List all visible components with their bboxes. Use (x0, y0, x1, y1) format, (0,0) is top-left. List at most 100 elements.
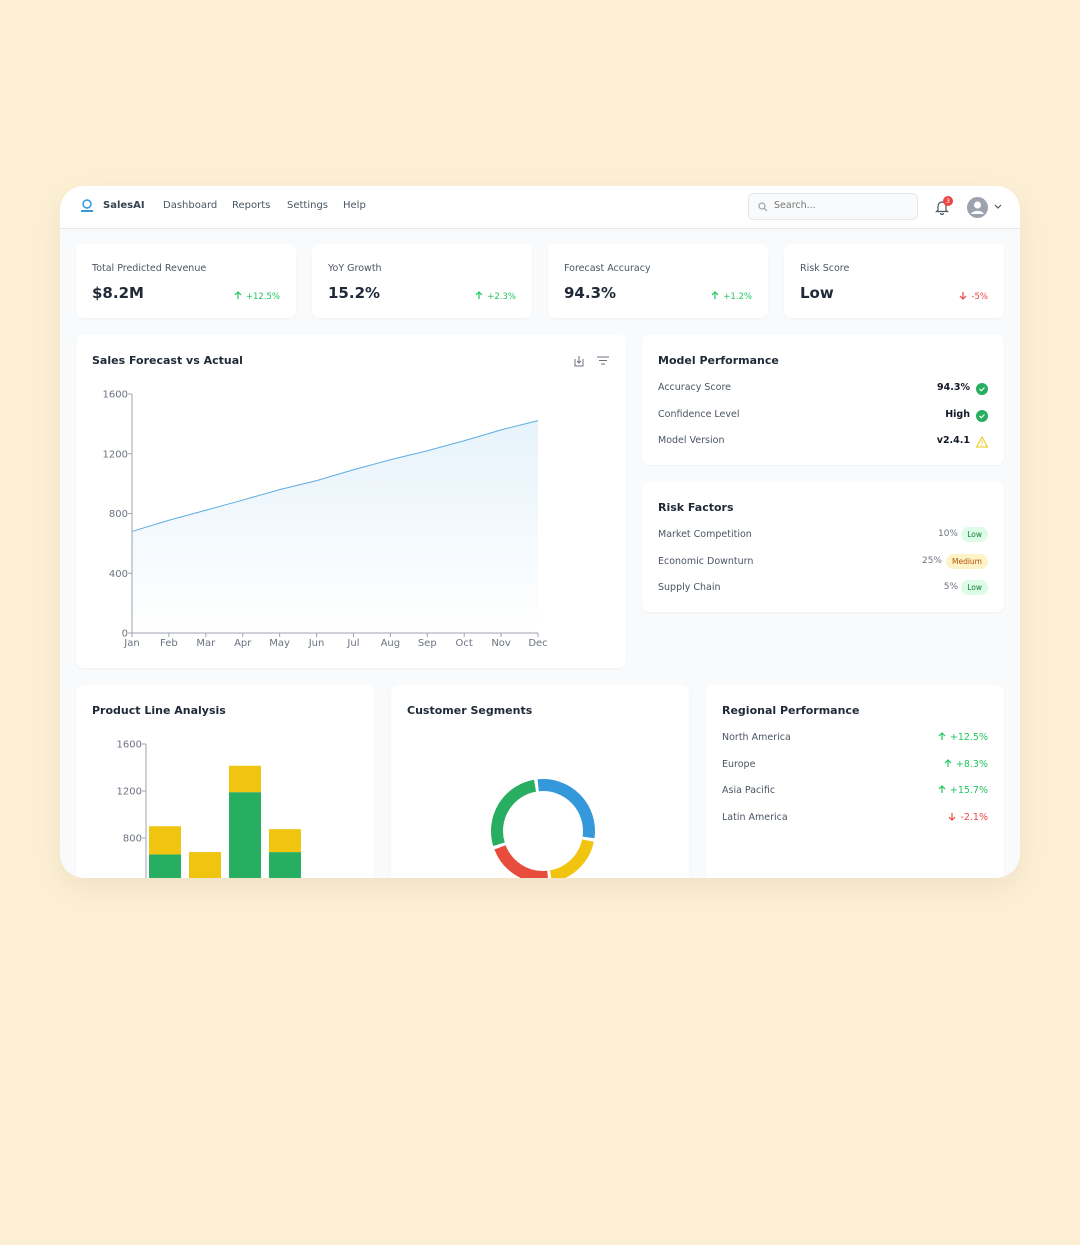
arrow-up-icon (234, 291, 242, 299)
x-tick-label: Dec (528, 638, 547, 649)
donut-slice (494, 844, 548, 878)
kpi-label: Risk Score (800, 263, 850, 274)
x-tick-label: Jan (123, 638, 139, 649)
kpi-change: +12.5% (234, 291, 280, 302)
risk-level-badge: Low (961, 527, 988, 542)
product-line-card: Product Line Analysis 400 800 1200 1600 (76, 685, 374, 878)
x-tick-label: Feb (160, 638, 178, 649)
kpi-change: -5% (959, 291, 988, 302)
area-fill (132, 420, 538, 633)
series-line (131, 420, 539, 532)
region-label: Asia Pacific (722, 785, 776, 796)
metric-value: 94.3% (937, 382, 970, 393)
region-row: Asia Pacific +15.7% (722, 785, 988, 801)
kpi-value: 94.3% (564, 284, 617, 302)
kpi-change-value: +2.3% (487, 292, 516, 302)
region-change-value: -2.1% (960, 811, 988, 823)
customer-segments-chart (491, 779, 595, 878)
donut-slice (491, 779, 537, 847)
avatar-icon[interactable] (967, 197, 988, 218)
x-tick-label: May (269, 638, 290, 649)
check-circle-icon (976, 383, 988, 395)
y-tick-label: 800 (109, 509, 128, 520)
region-change-value: +15.7% (949, 785, 988, 796)
card-title: Model Performance (658, 354, 779, 367)
x-tick-label: Sep (418, 638, 437, 649)
card-title: Sales Forecast vs Actual (92, 354, 243, 367)
nav-reports[interactable]: Reports (232, 200, 271, 211)
bar-segment (189, 852, 221, 878)
x-tick-label: Jul (346, 638, 359, 649)
filter-icon[interactable] (597, 356, 609, 365)
regional-performance-card: Regional Performance North America +12.5%… (706, 685, 1004, 878)
x-tick-label: Mar (196, 638, 216, 649)
region-label: North America (722, 732, 791, 743)
customer-segments-card: Customer Segments (391, 685, 689, 878)
search-box[interactable] (748, 193, 918, 220)
bar-segment (149, 826, 181, 855)
risk-percent: 10% (937, 529, 958, 539)
risk-percent: 25% (921, 555, 942, 566)
search-icon (758, 202, 768, 212)
region-row: Latin America -2.1% (722, 812, 988, 828)
metric-value: v2.4.1 (936, 435, 970, 446)
arrow-down-icon (948, 812, 956, 821)
region-change: +12.5% (938, 732, 988, 743)
kpi-change-value: -5% (971, 292, 988, 302)
model-metric-row: Confidence Level High (658, 409, 988, 425)
x-tick-label: Jun (308, 638, 325, 649)
sales-forecast-card: Sales Forecast vs Actual 0 400 800 1200 1600… (76, 335, 626, 668)
download-icon[interactable] (574, 355, 584, 367)
region-label: Latin America (722, 811, 788, 823)
risk-label: Market Competition (658, 529, 752, 540)
region-change-value: +12.5% (949, 732, 988, 743)
check-circle-icon (976, 409, 988, 422)
donut-slice (549, 839, 594, 878)
kpi-label: YoY Growth (328, 263, 382, 274)
arrow-up-icon (938, 732, 946, 740)
risk-percent: 5% (943, 582, 958, 592)
region-label: Europe (722, 758, 756, 770)
y-tick-label: 800 (123, 834, 142, 845)
arrow-up-icon (711, 291, 719, 299)
region-change: +8.3% (944, 759, 988, 770)
model-metric-row: Model Version v2.4.1 (658, 435, 988, 451)
sales-forecast-chart: 0 400 800 1200 1600 Jan Feb Mar Apr May Jun Jul Aug S… (103, 390, 548, 650)
kpi-change-value: +1.2% (723, 292, 752, 302)
bar-segment (229, 765, 261, 793)
risk-label: Supply Chain (658, 582, 721, 593)
search-input[interactable] (774, 200, 914, 211)
x-tick-label: Aug (381, 638, 401, 649)
arrow-up-icon (944, 758, 952, 767)
card-title: Product Line Analysis (92, 704, 226, 717)
bar-segment (269, 852, 301, 878)
top-nav: SalesAI Dashboard Reports Settings Help … (60, 186, 1020, 229)
risk-factor-row: Supply Chain 5% Low (658, 580, 988, 598)
nav-settings[interactable]: Settings (287, 200, 329, 211)
region-change: +15.7% (938, 785, 988, 796)
risk-level-badge: Low (961, 580, 988, 595)
bar-segment (149, 854, 181, 878)
nav-dashboard[interactable]: Dashboard (163, 200, 218, 211)
region-change-value: +8.3% (955, 758, 988, 770)
card-title: Risk Factors (658, 501, 734, 514)
card-title: Customer Segments (407, 704, 533, 717)
arrow-up-icon (938, 785, 946, 793)
metric-label: Model Version (658, 435, 725, 446)
salesai-logo (81, 199, 93, 212)
kpi-card: Total Predicted Revenue $8.2M +12.5% (76, 244, 296, 318)
kpi-value: $8.2M (92, 284, 144, 302)
kpi-value: 15.2% (328, 284, 381, 302)
warning-icon (976, 436, 988, 448)
arrow-down-icon (960, 292, 967, 300)
nav-help[interactable]: Help (343, 200, 366, 211)
x-tick-label: Apr (234, 638, 252, 649)
brand-name[interactable]: SalesAI (103, 200, 145, 211)
region-row: Europe +8.3% (722, 759, 988, 775)
region-row: North America +12.5% (722, 732, 988, 748)
kpi-label: Forecast Accuracy (564, 263, 651, 274)
y-tick-label: 400 (109, 569, 128, 580)
chevron-down-icon[interactable] (994, 204, 1002, 210)
arrow-up-icon (475, 291, 483, 299)
